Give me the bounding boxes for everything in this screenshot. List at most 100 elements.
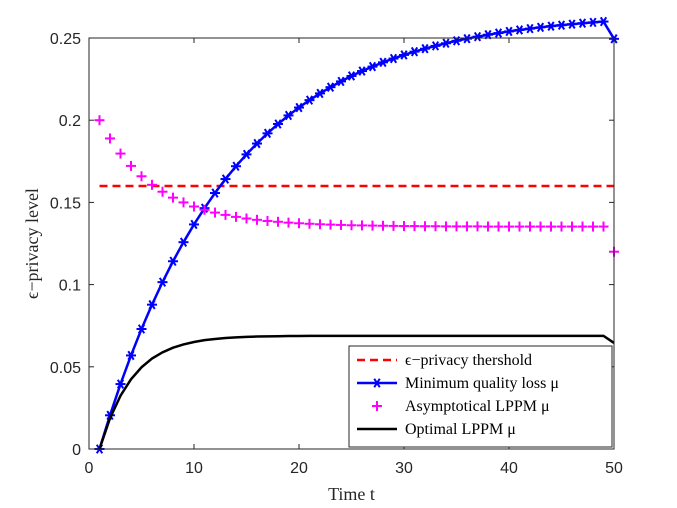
data-point: [273, 216, 283, 227]
data-point: [157, 186, 168, 197]
data-point: [220, 209, 231, 220]
data-point: [262, 215, 273, 226]
data-point: [567, 19, 577, 29]
x-axis-label: Time t: [328, 484, 375, 504]
data-point: [388, 220, 399, 231]
marker-stroke: [515, 25, 524, 35]
legend: ϵ−privacy thershold Minimum quality loss …: [348, 345, 613, 448]
marker-stroke: [284, 110, 293, 121]
data-point: [220, 174, 231, 184]
marker-stroke: [400, 50, 408, 60]
optimal-lppm-series: [98, 334, 615, 450]
min-quality-loss-series: [94, 16, 619, 454]
y-tick-label: 0.2: [59, 113, 81, 130]
marker-stroke: [242, 149, 251, 160]
x-tick-label: 50: [605, 460, 623, 477]
legend-label: Asymptotical LPPM μ: [405, 398, 550, 415]
marker-stroke: [379, 57, 387, 68]
data-point: [304, 218, 315, 229]
data-point: [210, 207, 220, 218]
legend-entry: Optimal LPPM μ: [357, 421, 516, 438]
marker-stroke: [410, 46, 419, 57]
x-tick-label: 30: [395, 460, 413, 477]
data-point: [535, 221, 546, 232]
legend-swatch-marker: [372, 378, 382, 388]
data-point: [336, 76, 346, 87]
marker-stroke: [190, 219, 198, 230]
marker-stroke: [389, 53, 398, 64]
marker-stroke: [337, 76, 345, 87]
data-point: [336, 219, 346, 230]
marker-stroke: [253, 138, 261, 149]
y-tick-label: 0.05: [50, 360, 81, 377]
data-point: [462, 221, 472, 232]
legend-label: ϵ−privacy thershold: [405, 352, 532, 369]
marker-stroke: [221, 174, 230, 184]
data-point: [504, 26, 514, 37]
data-point: [430, 41, 441, 51]
marker-stroke: [373, 378, 381, 388]
data-point: [378, 57, 388, 68]
data-point: [409, 46, 420, 57]
ticks-layer: 0 10 20 30 40 50 0 0.05 0.1 0.15 0.2 0.25: [50, 31, 623, 477]
data-point: [472, 31, 483, 42]
data-point: [168, 256, 178, 267]
legend-label: Optimal LPPM μ: [405, 421, 516, 438]
data-point: [178, 197, 189, 208]
data-point: [241, 149, 252, 160]
data-point: [367, 61, 378, 72]
data-point: [598, 221, 609, 232]
marker-stroke: [505, 26, 513, 37]
marker-stroke: [547, 21, 555, 31]
marker-stroke: [211, 188, 219, 198]
data-point: [178, 237, 189, 247]
marker-stroke: [494, 28, 503, 38]
data-point: [168, 192, 178, 203]
data-point: [210, 188, 220, 198]
data-point: [231, 211, 241, 222]
data-point: [462, 33, 472, 44]
marker-stroke: [421, 43, 429, 54]
data-point: [315, 88, 325, 99]
data-point: [546, 221, 556, 232]
marker-stroke: [589, 17, 597, 28]
data-point: [483, 221, 493, 232]
data-point: [420, 43, 430, 54]
data-point: [399, 50, 409, 60]
marker-stroke: [557, 20, 566, 30]
marker-stroke: [431, 41, 440, 51]
y-axis-label: ϵ−privacy level: [22, 188, 42, 299]
data-point: [115, 379, 126, 389]
marker-stroke: [137, 324, 146, 334]
y-tick-label: 0.25: [50, 31, 81, 48]
data-point: [105, 133, 115, 144]
data-point: [577, 18, 588, 28]
legend-swatch-marker: [372, 401, 382, 411]
marker-stroke: [347, 71, 356, 81]
marker-stroke: [368, 61, 377, 72]
marker-stroke: [526, 23, 534, 34]
data-point: [588, 17, 598, 28]
y-tick-label: 0.1: [59, 278, 81, 295]
x-tick-label: 10: [185, 460, 203, 477]
data-point: [273, 119, 283, 129]
data-point: [409, 221, 420, 232]
data-point: [357, 220, 367, 231]
data-point: [283, 110, 294, 121]
data-point: [147, 299, 157, 310]
data-point: [325, 82, 336, 92]
asymptotical-lppm-series: [94, 115, 619, 257]
marker-stroke: [326, 82, 335, 92]
data-point: [294, 218, 304, 229]
data-point: [157, 277, 168, 287]
data-point: [556, 20, 567, 30]
data-point: [420, 221, 430, 232]
data-point: [388, 53, 399, 64]
data-point: [472, 221, 483, 232]
marker-stroke: [578, 18, 587, 28]
data-point: [588, 221, 598, 232]
marker-stroke: [148, 299, 156, 310]
data-point: [430, 221, 441, 232]
data-point: [441, 221, 451, 232]
legend-label: Minimum quality loss μ: [405, 375, 559, 392]
